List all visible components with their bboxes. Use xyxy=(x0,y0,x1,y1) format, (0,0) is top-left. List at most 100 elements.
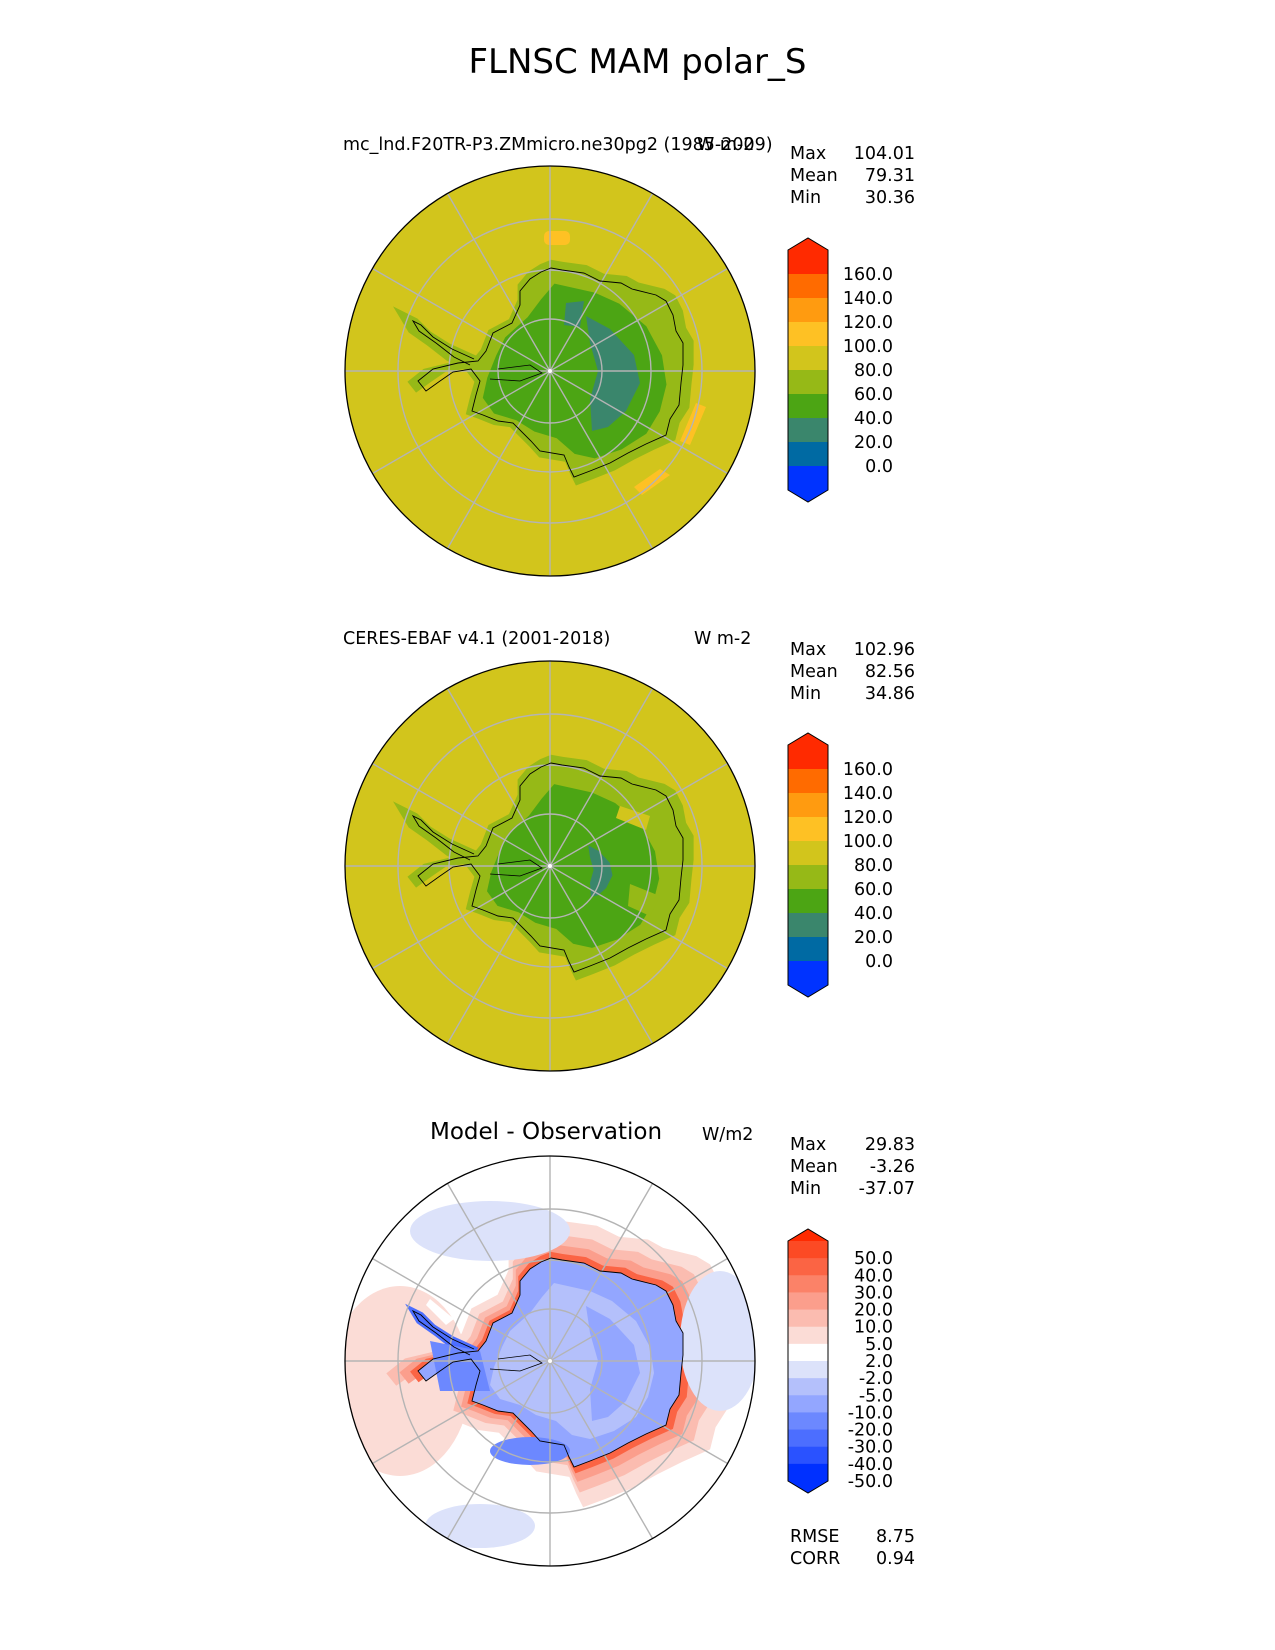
colorbar-tick-label: 160.0 xyxy=(843,265,893,285)
colorbar-tick-label: -30.0 xyxy=(848,1438,893,1458)
colorbar-tick-label: 160.0 xyxy=(843,760,893,780)
panel-2-title-right: W m-2 xyxy=(694,629,752,649)
colorbar-segment xyxy=(788,298,828,323)
colorbar-tick-label: 0.0 xyxy=(865,457,893,477)
colorbar-tick-label: 0.0 xyxy=(865,952,893,972)
colorbar-tick-label: 60.0 xyxy=(854,880,893,900)
figure-title: FLNSC MAM polar_S xyxy=(468,42,807,82)
colorbar-segment xyxy=(788,913,828,938)
stat-mean-label: Mean xyxy=(790,166,838,186)
map-boundary xyxy=(344,1155,756,1567)
colorbar-segment xyxy=(788,274,828,299)
colorbar-extend-high-cap xyxy=(788,238,828,250)
colorbar-segment xyxy=(788,1412,828,1431)
panel-3-title-right: W/m2 xyxy=(702,1125,754,1145)
colorbar-tick-label: -50.0 xyxy=(848,1472,893,1492)
colorbar-tick-label: 10.0 xyxy=(854,1318,893,1338)
stat-max-value: 29.83 xyxy=(864,1135,915,1155)
colorbar-segment xyxy=(788,1275,828,1293)
stat-max-value: 104.01 xyxy=(853,144,915,164)
colorbar-tick-label: 140.0 xyxy=(843,784,893,804)
stat-min-value: -37.07 xyxy=(858,1179,915,1199)
colorbar-tick-label: 5.0 xyxy=(865,1335,893,1355)
colorbar-segment xyxy=(788,1429,828,1448)
colorbar-segment xyxy=(788,961,828,986)
colorbar-segment xyxy=(788,841,828,866)
colorbar-segment xyxy=(788,322,828,347)
colorbar-tick-label: -2.0 xyxy=(859,1369,893,1389)
panel-3-polar-map xyxy=(344,1155,756,1567)
stat-rmse-label: RMSE xyxy=(790,1527,840,1547)
stat-min-label: Min xyxy=(790,684,822,704)
stat-max-value: 102.96 xyxy=(853,640,915,660)
colorbar-segment xyxy=(788,889,828,914)
colorbar-extend-low xyxy=(788,490,828,502)
colorbar-extend-high-cap xyxy=(788,733,828,745)
colorbar-tick-label: -5.0 xyxy=(859,1386,893,1406)
stat-mean-value: -3.26 xyxy=(869,1157,915,1177)
panel-3-extra-stats: RMSE 8.75 CORR 0.94 xyxy=(790,1527,915,1571)
stat-min-label: Min xyxy=(790,1179,822,1199)
panel-1-colorbar: 160.0 140.0 120.0 100.0 80.0 60.0 40.0 20.0 0.0 xyxy=(787,237,893,503)
colorbar-tick-label: 20.0 xyxy=(854,1301,893,1321)
colorbar-tick-label: 80.0 xyxy=(854,856,893,876)
colorbar-extend-high-cap xyxy=(788,1229,828,1241)
panel-3-stats: Max 29.83 Mean -3.26 Min -37.07 xyxy=(790,1135,915,1201)
colorbar-tick-label: 80.0 xyxy=(854,361,893,381)
map-boundary xyxy=(344,660,756,1072)
stat-min-label: Min xyxy=(790,188,822,208)
colorbar-segment xyxy=(788,1241,828,1259)
stat-mean-label: Mean xyxy=(790,662,838,682)
colorbar-segment xyxy=(788,817,828,842)
colorbar-tick-label: 50.0 xyxy=(854,1249,893,1269)
colorbar-tick-label: 100.0 xyxy=(843,337,893,357)
colorbar-tick-label: 20.0 xyxy=(854,433,893,453)
stat-max-label: Max xyxy=(790,144,827,164)
colorbar-tick-label: 140.0 xyxy=(843,289,893,309)
stat-mean-value: 82.56 xyxy=(864,662,915,682)
colorbar-segment xyxy=(788,745,828,770)
panel-2-polar-map xyxy=(344,660,756,1072)
stat-mean-value: 79.31 xyxy=(864,166,915,186)
colorbar-segment xyxy=(788,769,828,794)
colorbar-segment xyxy=(788,418,828,443)
colorbar-segment xyxy=(788,1395,828,1413)
colorbar-tick-label: 120.0 xyxy=(843,313,893,333)
colorbar-segment xyxy=(788,1463,828,1482)
colorbar-segment xyxy=(788,442,828,467)
colorbar-tick-label: 40.0 xyxy=(854,1266,893,1286)
panel-1-title-left: mc_lnd.F20TR-P3.ZMmicro.ne30pg2 (1985-20… xyxy=(343,135,773,155)
colorbar-extend-low xyxy=(788,985,828,997)
colorbar-tick-label: 30.0 xyxy=(854,1283,893,1303)
stat-corr-label: CORR xyxy=(790,1549,841,1569)
stat-corr-value: 0.94 xyxy=(876,1549,915,1569)
colorbar-tick-label: 20.0 xyxy=(854,928,893,948)
colorbar-segment xyxy=(788,466,828,491)
colorbar-segment xyxy=(788,394,828,419)
colorbar-tick-label: 120.0 xyxy=(843,808,893,828)
panel-2-stats: Max 102.96 Mean 82.56 Min 34.86 xyxy=(790,640,915,706)
stat-max-label: Max xyxy=(790,1135,827,1155)
panel-2-title-left: CERES-EBAF v4.1 (2001-2018) xyxy=(343,629,611,649)
colorbar-segment xyxy=(788,1343,828,1362)
panel-1-title-right: W m-2 xyxy=(697,135,755,155)
colorbar-segment xyxy=(788,346,828,371)
colorbar-segment xyxy=(788,1292,828,1311)
colorbar-segment xyxy=(788,1326,828,1345)
panel-1-stats: Max 104.01 Mean 79.31 Min 30.36 xyxy=(790,144,915,210)
colorbar-tick-label: -10.0 xyxy=(848,1403,893,1423)
colorbar-segment xyxy=(788,1378,828,1396)
colorbar-segment xyxy=(788,1309,828,1328)
colorbar-segment xyxy=(788,793,828,818)
colorbar-segment xyxy=(788,250,828,275)
colorbar-tick-label: -40.0 xyxy=(848,1455,893,1475)
colorbar-tick-label: 40.0 xyxy=(854,904,893,924)
colorbar-segment xyxy=(788,1446,828,1465)
colorbar-tick-label: 40.0 xyxy=(854,409,893,429)
panel-3-title: Model - Observation xyxy=(430,1119,663,1145)
colorbar-tick-label: -20.0 xyxy=(848,1421,893,1441)
stat-max-label: Max xyxy=(790,640,827,660)
panel-3-colorbar: 50.040.030.020.010.05.02.0-2.0-5.0-10.0-… xyxy=(787,1228,893,1494)
colorbar-segment xyxy=(788,1361,828,1379)
stat-rmse-value: 8.75 xyxy=(876,1527,915,1547)
